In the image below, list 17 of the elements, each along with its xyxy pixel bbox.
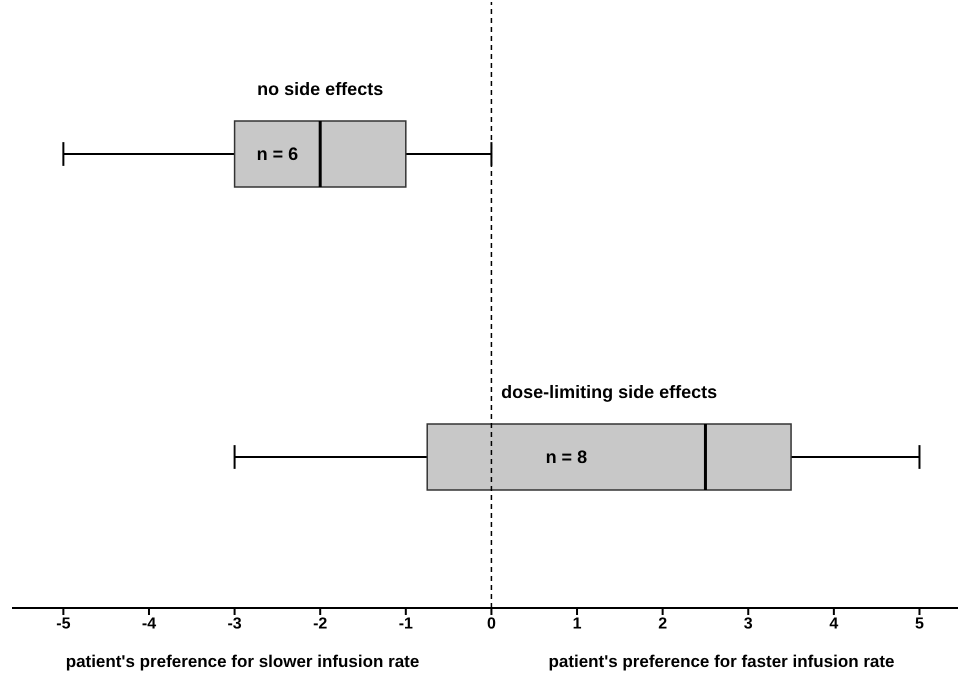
x-tick-label: 0 — [486, 615, 496, 632]
x-tick-label: -5 — [56, 615, 71, 632]
annotation: dose-limiting side effects — [501, 382, 718, 402]
x-tick-label: -3 — [227, 615, 242, 632]
x-tick-label: -1 — [398, 615, 414, 632]
x-tick-label: -2 — [313, 615, 328, 632]
annotation: n = 8 — [546, 447, 588, 467]
text: patient's preference for faster infusion rate — [547, 652, 896, 672]
x-tick-label: 1 — [572, 615, 582, 632]
x-tick-label: 5 — [915, 615, 924, 632]
annotation: n = 6 — [256, 144, 298, 164]
annotation: no side effects — [257, 79, 384, 99]
x-tick-label: 4 — [829, 615, 838, 632]
x-tick-label: 3 — [744, 615, 753, 632]
text: patient's preference for slower infusion rate — [64, 652, 420, 672]
x-tick-label: -4 — [142, 615, 156, 632]
x-tick-label: 2 — [658, 615, 668, 632]
